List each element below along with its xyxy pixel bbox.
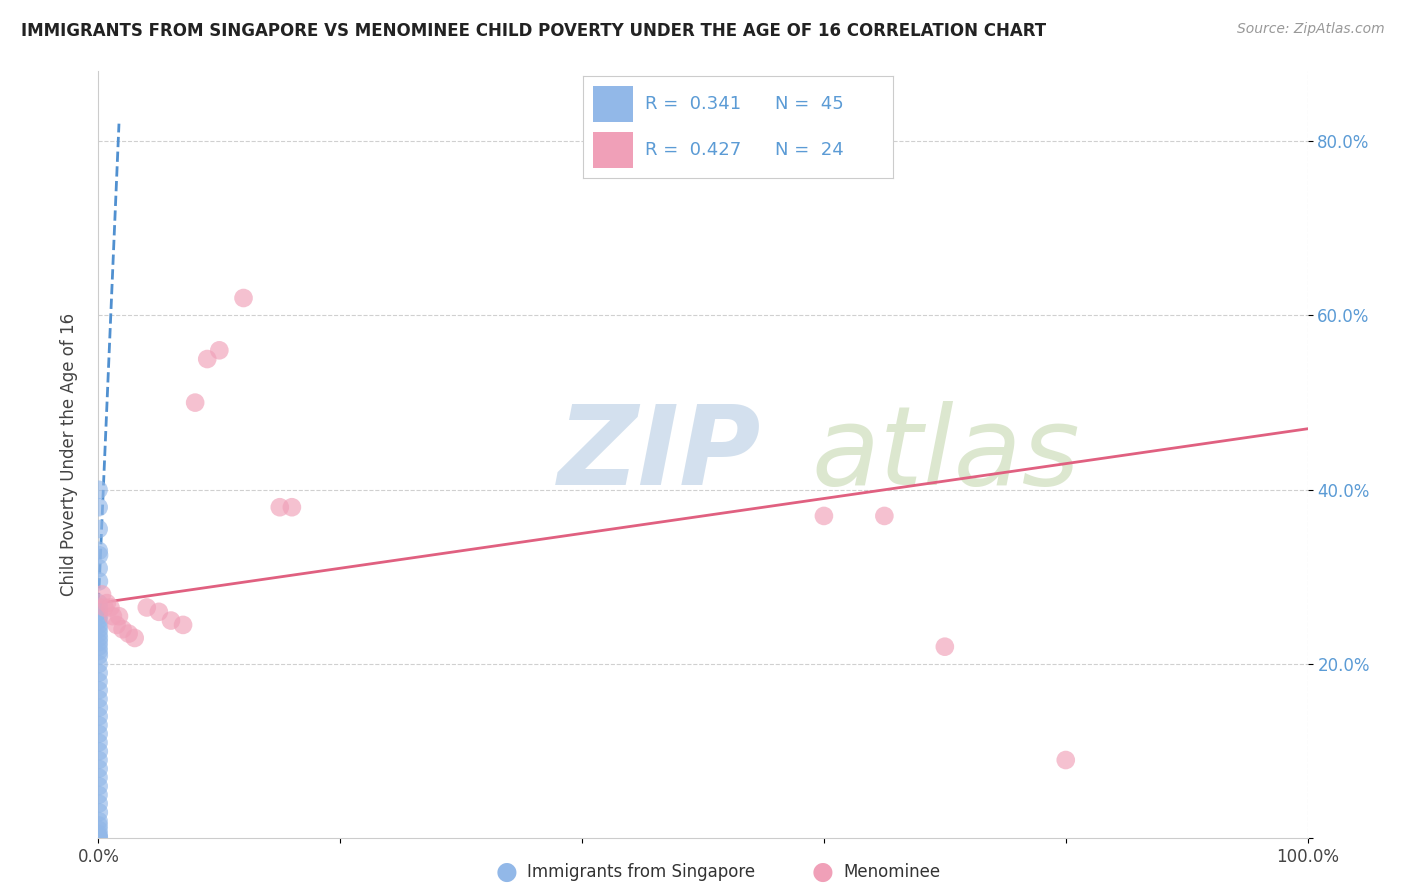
Point (873, 508, 896, 523)
Point (269, 500, 291, 515)
Text: R =  0.427: R = 0.427 (645, 141, 741, 159)
Point (87, 822, 110, 837)
Point (87, 718, 110, 732)
Text: Source: ZipAtlas.com: Source: ZipAtlas.com (1237, 22, 1385, 37)
Bar (593, 132, 633, 168)
Point (105, 618, 128, 632)
Point (87, 674, 110, 689)
Bar (593, 87, 633, 122)
Point (172, 618, 194, 632)
Point (87, 622, 110, 636)
Text: ZIP: ZIP (558, 401, 762, 508)
Point (87, 522, 110, 536)
Point (87, 735, 110, 749)
Point (108, 609, 131, 624)
Text: N =  45: N = 45 (775, 95, 844, 113)
Point (135, 600, 157, 615)
Point (87, 548, 110, 562)
Point (184, 395, 207, 409)
Text: atlas: atlas (811, 401, 1080, 508)
Point (87, 818, 110, 832)
Point (87, 779, 110, 793)
Point (87, 830, 110, 844)
Point (91, 587, 114, 601)
Point (87, 605, 110, 619)
Point (87, 700, 110, 714)
Point (87, 797, 110, 811)
Point (813, 508, 835, 523)
Point (87, 788, 110, 802)
Point (87, 500, 110, 515)
Point (87, 709, 110, 723)
Point (96, 596, 118, 610)
Point (87, 805, 110, 820)
Point (87, 762, 110, 776)
Point (87, 631, 110, 645)
Point (281, 500, 304, 515)
Text: Immigrants from Singapore: Immigrants from Singapore (527, 863, 755, 881)
Point (87, 626, 110, 640)
Point (195, 351, 218, 366)
Point (87, 665, 110, 680)
Point (87, 644, 110, 658)
Text: ●: ● (495, 861, 517, 884)
Point (87, 640, 110, 654)
Point (111, 622, 134, 636)
Point (87, 753, 110, 767)
Point (101, 609, 124, 624)
Point (87, 814, 110, 828)
Point (87, 830, 110, 845)
Point (87, 614, 110, 628)
Point (87, 561, 110, 575)
Point (87, 574, 110, 589)
Point (87, 609, 110, 624)
Point (87, 635, 110, 649)
Point (160, 614, 183, 628)
Text: ●: ● (811, 861, 834, 884)
Point (934, 640, 956, 654)
Text: R =  0.341: R = 0.341 (645, 95, 741, 113)
Point (87, 744, 110, 758)
Point (87, 692, 110, 706)
Point (87, 827, 110, 841)
Point (208, 343, 231, 358)
Point (87, 483, 110, 497)
Point (232, 291, 254, 305)
Point (148, 605, 170, 619)
Point (87, 683, 110, 698)
Point (87, 648, 110, 663)
Text: IMMIGRANTS FROM SINGAPORE VS MENOMINEE CHILD POVERTY UNDER THE AGE OF 16 CORRELA: IMMIGRANTS FROM SINGAPORE VS MENOMINEE C… (21, 22, 1046, 40)
Point (87, 831, 110, 846)
Text: Menominee: Menominee (844, 863, 941, 881)
Point (87, 600, 110, 615)
Point (87, 618, 110, 632)
Point (87, 543, 110, 558)
Point (118, 626, 141, 640)
Point (87, 727, 110, 741)
Y-axis label: Child Poverty Under the Age of 16: Child Poverty Under the Age of 16 (59, 313, 77, 597)
Point (87, 596, 110, 610)
Point (87, 771, 110, 785)
Point (124, 631, 146, 645)
Point (87, 657, 110, 672)
Point (100, 600, 122, 615)
Point (93, 600, 115, 615)
Point (1054, 753, 1077, 767)
Text: N =  24: N = 24 (775, 141, 844, 159)
